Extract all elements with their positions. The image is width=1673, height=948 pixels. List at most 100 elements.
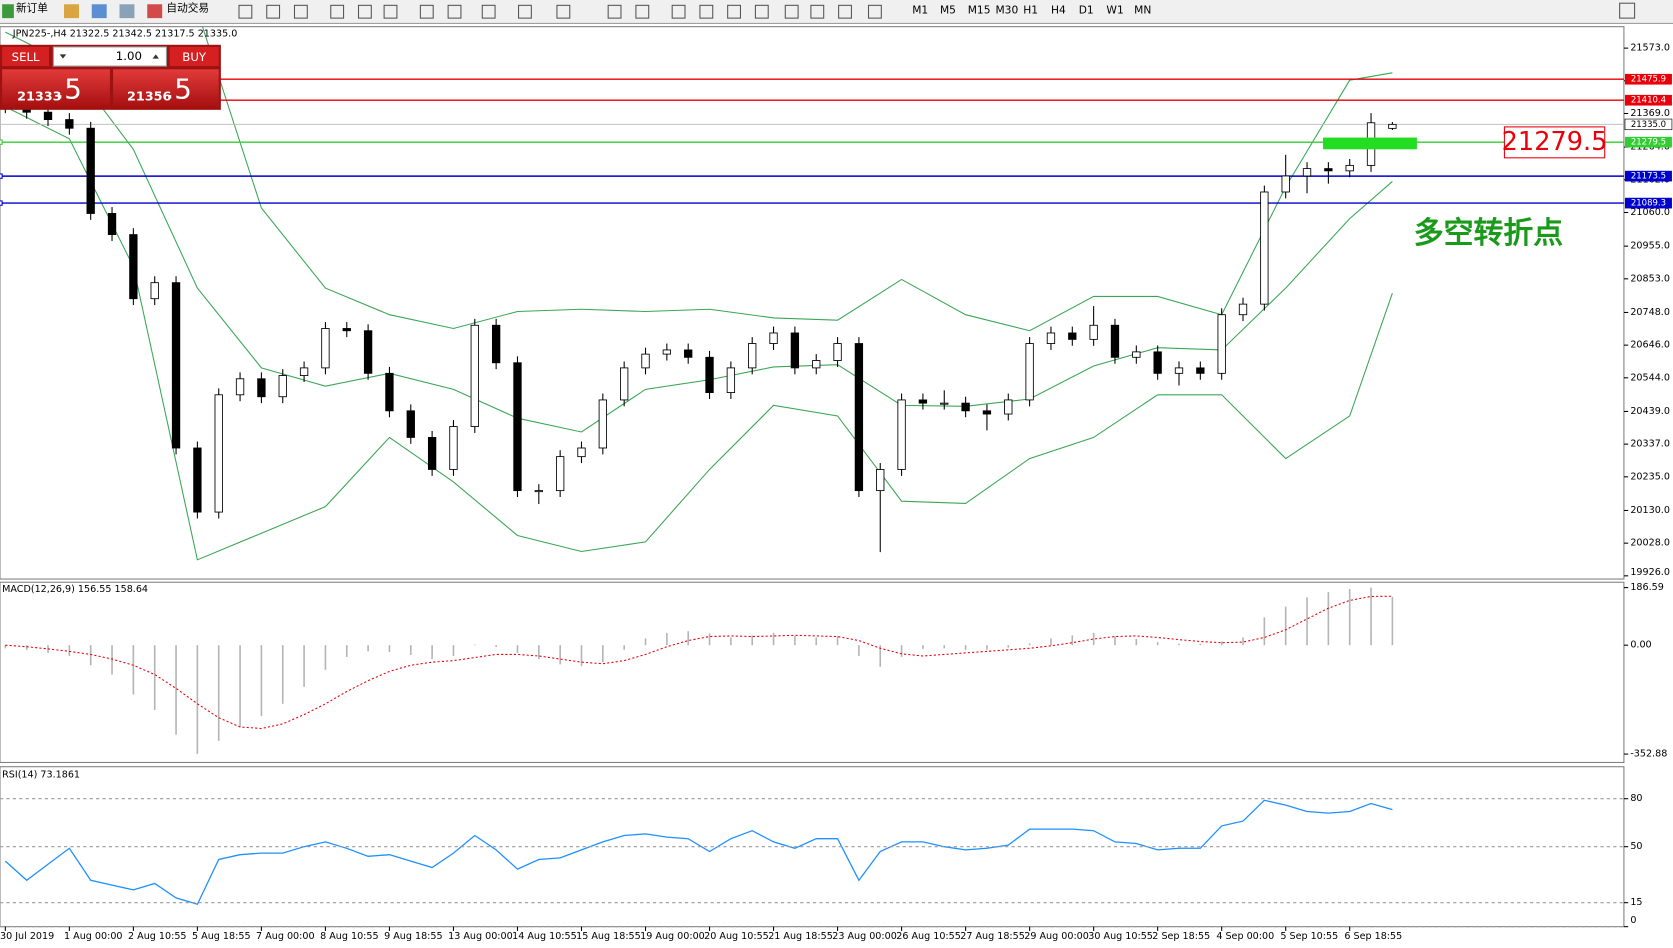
toolbar-icon[interactable] — [64, 4, 79, 19]
y-tick-label: -352.88 — [1630, 749, 1667, 760]
candle-body — [684, 349, 693, 358]
x-tick-label: 2 Aug 10:55 — [128, 931, 187, 942]
auto-trading-icon[interactable] — [147, 4, 163, 19]
y-tick-label: 50 — [1630, 841, 1642, 852]
rsi-title: RSI(14) 73.1861 — [2, 770, 80, 781]
candle-body — [790, 332, 800, 369]
lot-down[interactable] — [59, 54, 67, 59]
toolbar-icon[interactable] — [383, 4, 398, 19]
toolbar-icon[interactable] — [838, 4, 852, 19]
candle-body — [662, 349, 672, 355]
x-tick-label: 7 Aug 00:00 — [256, 931, 315, 942]
toolbar-icon[interactable] — [810, 4, 825, 19]
candle-body — [449, 426, 458, 470]
candle-body — [107, 213, 117, 236]
candle-body — [1132, 351, 1141, 358]
y-tick-label: 20955.0 — [1630, 241, 1670, 252]
lot-field[interactable] — [52, 46, 167, 67]
toolbar-icon[interactable] — [293, 4, 308, 19]
x-tick-label: 23 Aug 00:00 — [832, 931, 897, 942]
y-tick-label: 0 — [1630, 915, 1636, 926]
candle-body — [257, 378, 266, 398]
timeframe-button[interactable]: W1 — [1106, 4, 1123, 17]
buy-button[interactable] — [169, 46, 219, 67]
toolbar-icon[interactable] — [607, 4, 622, 19]
y-tick-label: 20544.0 — [1630, 372, 1670, 383]
timeframe-button[interactable]: M5 — [940, 4, 956, 17]
x-tick-label: 30 Aug 10:55 — [1088, 931, 1153, 942]
toolbar-icon[interactable] — [238, 4, 253, 19]
candle-body — [833, 343, 842, 361]
timeframe-button[interactable]: MN — [1134, 4, 1151, 17]
candle-body — [918, 399, 928, 404]
lot-up[interactable] — [152, 54, 159, 59]
ask-box[interactable] — [113, 69, 219, 109]
candle-body — [1388, 123, 1397, 129]
x-tick-label: 29 Aug 00:00 — [1024, 931, 1089, 942]
toolbar-icon[interactable] — [699, 4, 714, 19]
toolbar-icon[interactable] — [635, 4, 650, 19]
toolbar-icon[interactable] — [784, 4, 799, 19]
timeframe-button[interactable]: M15 — [968, 4, 991, 17]
level-handle — [0, 139, 3, 145]
candle-body — [513, 362, 522, 492]
toolbar-icon[interactable] — [119, 4, 135, 19]
auto-trading-button[interactable]: 自动交易 — [166, 2, 209, 15]
toolbar-icon[interactable] — [481, 4, 496, 19]
timeframe-button[interactable]: H4 — [1051, 4, 1066, 17]
candle-body — [598, 399, 607, 449]
y-tick-label: 21060.0 — [1630, 207, 1670, 218]
toolbar-icon[interactable] — [556, 4, 571, 19]
level-label: 21173.5 — [1631, 172, 1666, 182]
new-order-icon[interactable] — [2, 4, 14, 19]
x-tick-label: 1 Aug 00:00 — [64, 931, 123, 942]
toolbar-icon[interactable] — [91, 4, 107, 19]
toolbar: 新订单 自动交易 M1 M5 M15 M30 H1 H4 D1 W1 MN — [0, 0, 1673, 24]
x-tick-label: 15 Aug 18:55 — [576, 931, 641, 942]
candle-body — [812, 360, 821, 369]
candle-body — [235, 378, 245, 396]
search-icon[interactable] — [1619, 2, 1636, 19]
timeframe-button[interactable]: D1 — [1079, 4, 1094, 17]
y-tick-label: 20235.0 — [1630, 471, 1670, 482]
level-label: 21089.3 — [1631, 199, 1666, 209]
y-tick-label: 20130.0 — [1630, 505, 1670, 516]
toolbar-icon[interactable] — [357, 4, 372, 19]
bid-box[interactable] — [2, 69, 110, 109]
toolbar-icon[interactable] — [867, 4, 882, 19]
timeframe-button[interactable]: H1 — [1023, 4, 1038, 17]
candle-body — [1196, 367, 1205, 374]
candle-body — [214, 394, 223, 513]
candle-body — [491, 324, 501, 364]
toolbar-bg — [0, 0, 1673, 24]
x-tick-label: 2 Sep 18:55 — [1152, 931, 1210, 942]
candle-body — [193, 447, 202, 513]
macd-title: MACD(12,26,9) 156.55 158.64 — [2, 584, 148, 595]
level-label: 21410.4 — [1631, 96, 1666, 106]
candle-body — [620, 367, 629, 401]
candle-body — [555, 456, 565, 492]
candle-body — [342, 328, 351, 332]
timeframe-button[interactable]: M30 — [995, 4, 1018, 17]
y-tick-label: 21369.0 — [1630, 108, 1670, 119]
chart-title: JPN225-,H4 21322.5 21342.5 21317.5 21335… — [12, 29, 238, 40]
toolbar-icon[interactable] — [330, 4, 345, 19]
timeframe-button[interactable]: M1 — [912, 4, 928, 17]
toolbar-icon[interactable] — [754, 4, 769, 19]
toolbar-icon[interactable] — [671, 4, 686, 19]
lot-value[interactable]: 1.00 — [116, 49, 142, 63]
x-tick-label: 9 Aug 18:55 — [384, 931, 443, 942]
candle-body — [1068, 332, 1077, 340]
toolbar-icon[interactable] — [447, 4, 462, 19]
annotation-price: 21279.5 — [1502, 127, 1608, 157]
toolbar-icon[interactable] — [727, 4, 742, 19]
toolbar-icon[interactable] — [419, 4, 434, 19]
new-order-button[interactable]: 新订单 — [16, 2, 48, 15]
toolbar-icon[interactable] — [518, 4, 532, 19]
x-tick-label: 27 Aug 18:55 — [960, 931, 1025, 942]
toolbar-icon[interactable] — [266, 4, 281, 19]
y-tick-label: 15 — [1630, 897, 1642, 908]
sell-button[interactable] — [2, 46, 50, 67]
candle-body — [534, 490, 543, 493]
